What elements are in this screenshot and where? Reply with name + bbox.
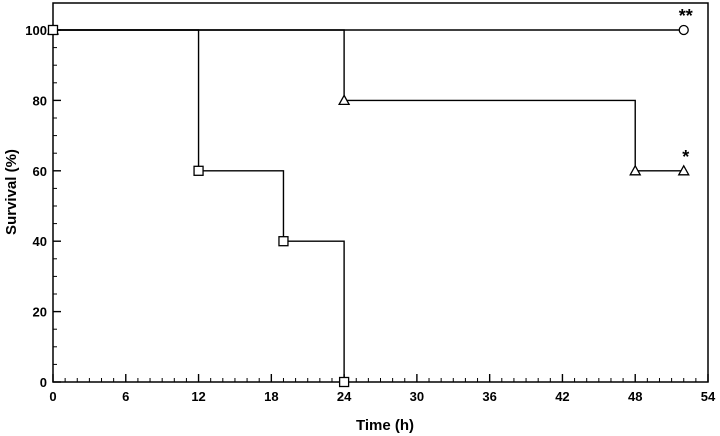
series-square-line xyxy=(53,29,345,382)
significance-annotation: * xyxy=(682,147,689,167)
x-tick-label: 12 xyxy=(191,389,205,404)
x-tick-label: 0 xyxy=(49,389,56,404)
y-tick-label: 60 xyxy=(33,164,47,179)
square-marker xyxy=(47,24,59,36)
x-tick-label: 42 xyxy=(555,389,569,404)
square-marker xyxy=(338,376,350,388)
x-tick-label: 54 xyxy=(701,389,716,404)
major-ticks xyxy=(52,29,709,383)
x-tick-label: 36 xyxy=(482,389,496,404)
minor-ticks xyxy=(53,47,697,382)
y-tick-label: 80 xyxy=(33,93,47,108)
y-tick-label: 40 xyxy=(33,234,47,249)
tick-labels: 0 6 12 18 24 30 36 42 48 54 0 20 40 60 80 100 xyxy=(25,23,716,404)
x-tick-label: 6 xyxy=(122,389,129,404)
x-tick-label: 18 xyxy=(264,389,278,404)
significance-annotation: ** xyxy=(679,6,693,26)
square-marker xyxy=(193,165,204,176)
triangle-marker xyxy=(677,164,690,176)
series-triangle-line xyxy=(53,29,684,172)
plot-frame xyxy=(52,2,709,383)
y-axis-title: Survival (%) xyxy=(3,149,20,235)
square-marker xyxy=(278,236,289,247)
annotations: *** xyxy=(679,6,693,167)
circle-marker xyxy=(678,24,689,36)
y-tick-label: 0 xyxy=(40,375,47,390)
series-markers xyxy=(46,23,690,388)
y-tick-label: 100 xyxy=(25,23,47,38)
x-axis-title: Time (h) xyxy=(356,417,414,434)
x-tick-label: 48 xyxy=(628,389,642,404)
triangle-marker xyxy=(338,94,351,106)
x-tick-label: 24 xyxy=(337,389,352,404)
triangle-marker xyxy=(629,164,642,176)
y-tick-label: 20 xyxy=(33,305,47,320)
x-tick-label: 30 xyxy=(410,389,424,404)
series-lines xyxy=(53,29,684,382)
